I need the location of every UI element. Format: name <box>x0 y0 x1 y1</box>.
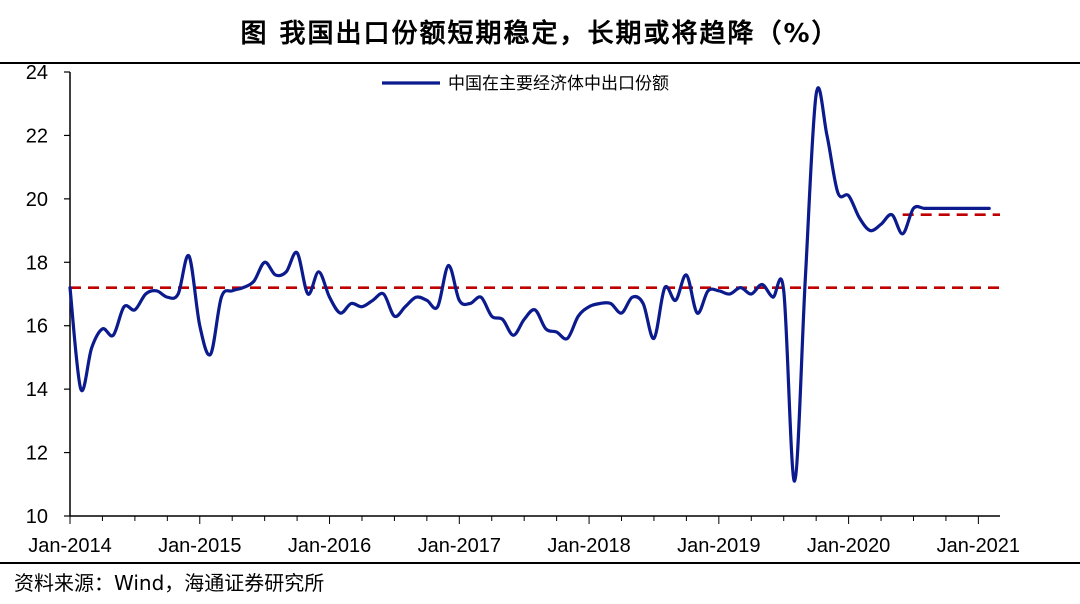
x-tick-label: Jan-2016 <box>288 535 371 557</box>
x-tick-label: Jan-2017 <box>418 535 501 557</box>
x-tick-label: Jan-2018 <box>547 535 630 557</box>
x-tick-label: Jan-2015 <box>158 535 241 557</box>
y-tick-label: 22 <box>26 125 48 147</box>
x-tick-label: Jan-2014 <box>28 535 111 557</box>
footer-divider <box>0 562 1080 564</box>
y-tick-label: 16 <box>26 316 48 338</box>
source-note: 资料来源：Wind，海通证券研究所 <box>14 571 325 595</box>
series-layer <box>68 86 991 483</box>
y-tick-label: 12 <box>26 443 48 465</box>
reference-lines <box>70 213 1000 289</box>
chart-title: 图 我国出口份额短期稳定，长期或将趋降（%） <box>240 18 840 49</box>
chart-axes: 10 12 14 16 18 20 22 24 Jan-2014 Jan-2015 Jan-2016… <box>26 62 1020 557</box>
y-tick-label: 24 <box>26 62 48 84</box>
y-tick-label: 14 <box>26 379 48 401</box>
title-divider <box>0 62 1080 64</box>
legend-label: 中国在主要经济体中出口份额 <box>448 74 669 94</box>
title-bar: 图 我国出口份额短期稳定，长期或将趋降（%） <box>0 0 1080 62</box>
x-tick-label: Jan-2021 <box>937 535 1020 557</box>
x-tick-label: Jan-2020 <box>807 535 890 557</box>
x-tick-label: Jan-2019 <box>677 535 760 557</box>
chart-legend: 中国在主要经济体中出口份额 <box>382 74 669 94</box>
y-tick-label: 10 <box>26 506 48 528</box>
y-tick-label: 18 <box>26 252 48 274</box>
y-tick-label: 20 <box>26 189 48 211</box>
series-line-export-share <box>68 86 991 483</box>
